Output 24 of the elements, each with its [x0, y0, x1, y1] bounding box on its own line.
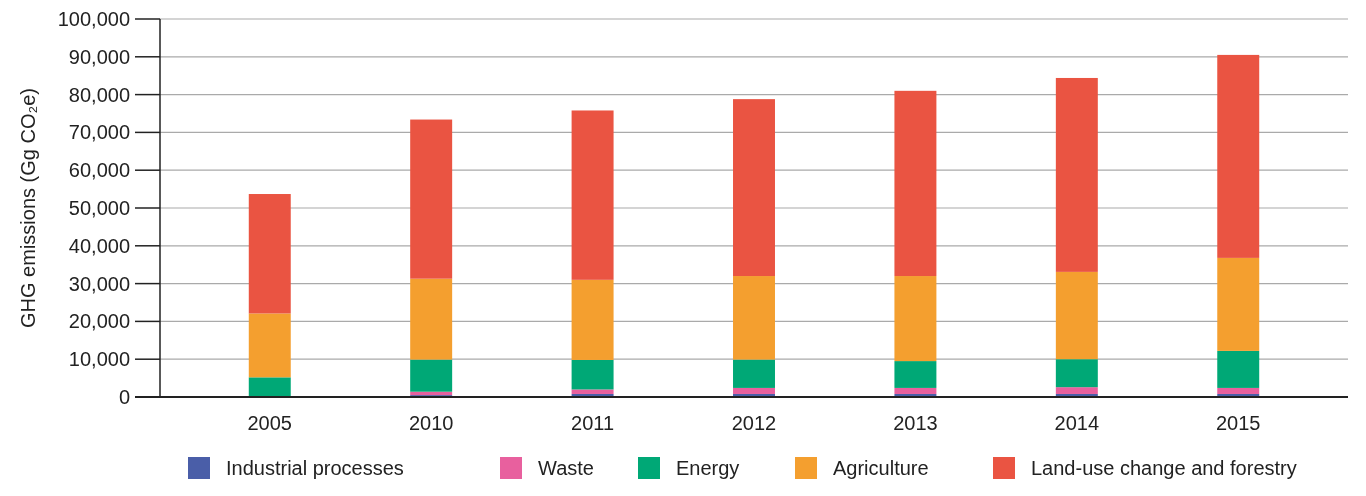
y-axis-title: GHG emissions (Gg CO₂e) — [17, 87, 39, 329]
y-tick-label: 90,000 — [68, 45, 130, 68]
x-tick-label: 2012 — [731, 412, 777, 434]
y-tick-label: 100,000 — [57, 8, 130, 30]
y-tick-label: 60,000 — [68, 159, 130, 182]
x-tick-label: 2013 — [893, 412, 938, 434]
legend-label: Energy — [676, 457, 740, 479]
y-tick-label: 20,000 — [68, 310, 130, 333]
x-tick-label: 2011 — [571, 412, 615, 434]
y-tick-label: 50,000 — [68, 197, 130, 219]
x-tick-label: 2015 — [1215, 412, 1261, 434]
legend-label: Industrial processes — [226, 457, 404, 479]
y-tick-label: 30,000 — [68, 272, 130, 295]
x-tick-label: 2014 — [1054, 412, 1100, 434]
y-tick-label: 80,000 — [68, 83, 130, 106]
legend-label: Waste — [538, 457, 594, 479]
y-tick-label: 40,000 — [68, 234, 130, 257]
x-tick-label: 2010 — [408, 412, 454, 434]
y-tick-label: 70,000 — [68, 121, 130, 144]
legend-label: Land-use change and forestry — [1031, 457, 1297, 479]
y-tick-label: 10,000 — [68, 348, 130, 371]
legend-label: Agriculture — [833, 457, 929, 479]
x-tick-label: 2005 — [247, 412, 293, 434]
y-tick-label: 0 — [118, 386, 130, 408]
